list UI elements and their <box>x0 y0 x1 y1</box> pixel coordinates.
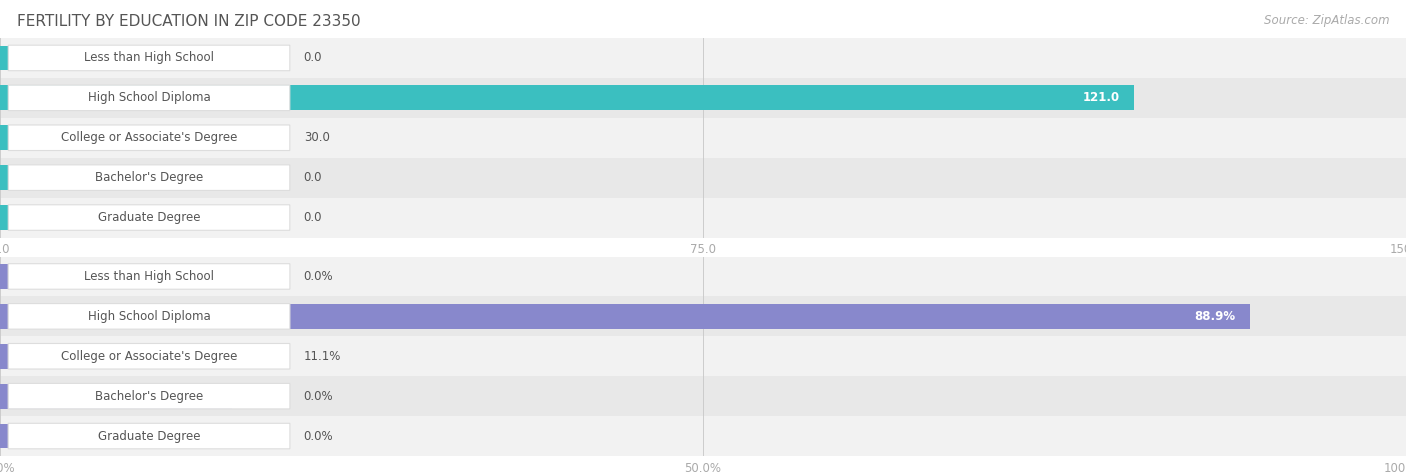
FancyBboxPatch shape <box>8 383 290 409</box>
Text: College or Associate's Degree: College or Associate's Degree <box>60 350 238 363</box>
Bar <box>0 86 1135 110</box>
Bar <box>0 125 281 150</box>
Text: 0.0: 0.0 <box>304 211 322 224</box>
Text: 0.0: 0.0 <box>304 51 322 65</box>
Text: 121.0: 121.0 <box>1083 91 1121 104</box>
FancyBboxPatch shape <box>8 165 290 190</box>
Text: High School Diploma: High School Diploma <box>87 310 211 323</box>
Bar <box>0 264 232 289</box>
Bar <box>0 46 232 70</box>
Text: 88.9%: 88.9% <box>1195 310 1236 323</box>
Text: College or Associate's Degree: College or Associate's Degree <box>60 131 238 144</box>
FancyBboxPatch shape <box>8 304 290 329</box>
Text: Less than High School: Less than High School <box>84 51 214 65</box>
Bar <box>0 158 1406 198</box>
Bar <box>0 336 1406 376</box>
FancyBboxPatch shape <box>8 125 290 151</box>
FancyBboxPatch shape <box>8 423 290 449</box>
FancyBboxPatch shape <box>8 45 290 71</box>
Bar <box>0 165 232 190</box>
Bar <box>0 205 232 230</box>
Bar <box>0 384 232 408</box>
Bar <box>0 78 1406 118</box>
Bar <box>0 416 1406 456</box>
Text: 0.0%: 0.0% <box>304 429 333 443</box>
Text: Graduate Degree: Graduate Degree <box>98 211 200 224</box>
Text: 11.1%: 11.1% <box>304 350 342 363</box>
Text: 0.0%: 0.0% <box>304 390 333 403</box>
Text: FERTILITY BY EDUCATION IN ZIP CODE 23350: FERTILITY BY EDUCATION IN ZIP CODE 23350 <box>17 14 360 29</box>
Bar <box>0 198 1406 238</box>
Bar <box>0 38 1406 78</box>
Bar <box>0 296 1406 336</box>
FancyBboxPatch shape <box>8 343 290 369</box>
FancyBboxPatch shape <box>8 264 290 289</box>
Bar <box>0 256 1406 296</box>
Text: Less than High School: Less than High School <box>84 270 214 283</box>
Text: 0.0: 0.0 <box>304 171 322 184</box>
FancyBboxPatch shape <box>8 85 290 111</box>
Text: Graduate Degree: Graduate Degree <box>98 429 200 443</box>
Text: Source: ZipAtlas.com: Source: ZipAtlas.com <box>1264 14 1389 27</box>
Bar <box>0 376 1406 416</box>
Text: 30.0: 30.0 <box>304 131 329 144</box>
Bar <box>0 304 1250 329</box>
Bar <box>0 424 232 448</box>
Text: High School Diploma: High School Diploma <box>87 91 211 104</box>
FancyBboxPatch shape <box>8 205 290 230</box>
Text: Bachelor's Degree: Bachelor's Degree <box>96 171 202 184</box>
Text: Bachelor's Degree: Bachelor's Degree <box>96 390 202 403</box>
Text: 0.0%: 0.0% <box>304 270 333 283</box>
Bar <box>0 118 1406 158</box>
Bar <box>0 344 232 369</box>
